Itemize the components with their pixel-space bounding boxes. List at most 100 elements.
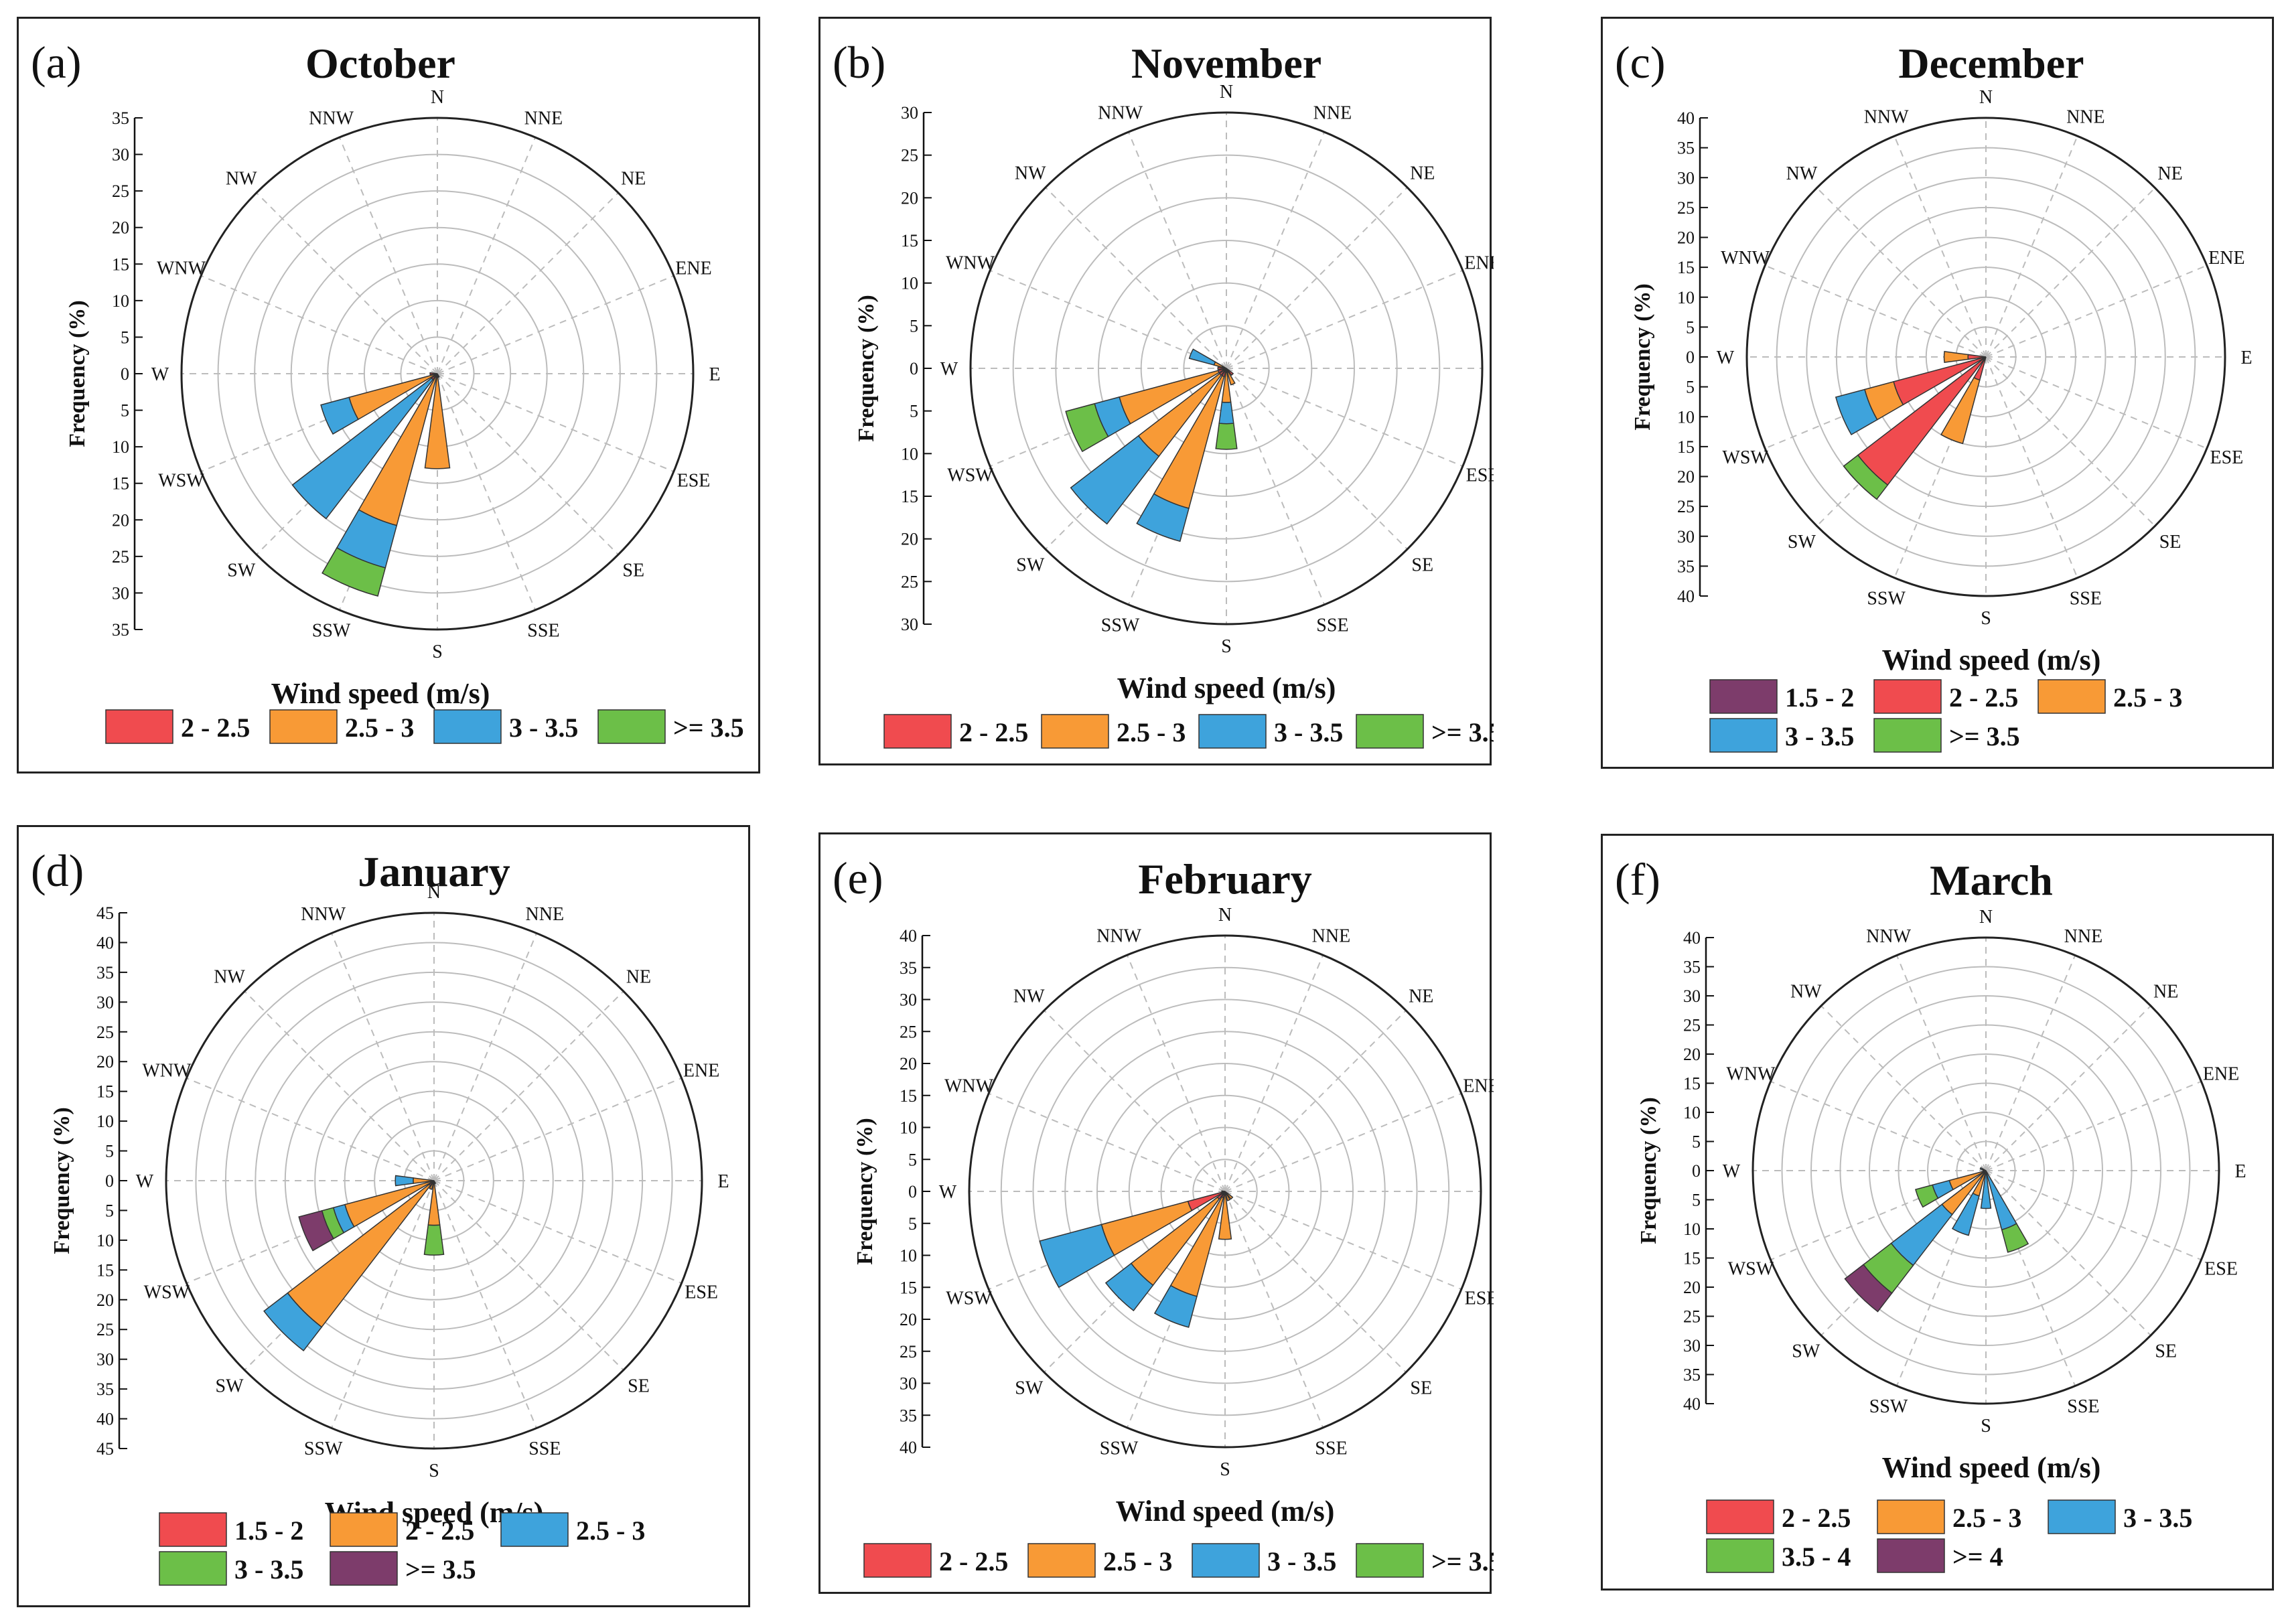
direction-label: NNW [1096,926,1141,947]
wind-rose-march: (f) March N NNE NE ENE E ESE SE SSE S SSW SW WSW W WNW N… [1615,854,2246,1573]
panel-march: (f) March N NNE NE ENE E ESE SE SSE S SSW SW WSW W WNW N… [1601,834,2274,1591]
legend-swatch [105,709,173,744]
frequency-tick-label: 0 [105,1171,114,1191]
frequency-tick-label: 25 [96,1320,114,1339]
grid-spoke [1224,1191,1462,1290]
legend-label: 1.5 - 2 [1785,682,1854,713]
direction-label: WNW [1721,248,1770,269]
frequency-tick-label: 30 [1683,986,1701,1006]
grid-spoke [256,192,438,374]
frequency-tick-label: 15 [901,231,918,250]
rose-bar-wsw [1065,402,1109,453]
rose-bar-ssw [429,1182,434,1190]
frequency-tick-label: 15 [112,474,129,494]
frequency-tick-label: 40 [1677,587,1695,606]
direction-label: NW [1015,163,1046,183]
x-axis-label: Wind speed (m/s) [1882,1451,2101,1484]
legend-label: >= 3.5 [405,1554,476,1584]
direction-label: SW [1788,532,1816,552]
frequency-tick-label: 40 [1683,1394,1701,1414]
legend-label: 3 - 3.5 [1785,721,1854,751]
x-axis-label: Wind speed (m/s) [1882,644,2101,676]
direction-label: NE [1409,986,1433,1007]
direction-label: NNW [1866,926,1911,947]
direction-label: S [1220,1459,1230,1480]
grid-circle [1869,1053,2103,1288]
rose-bar-sse [1226,371,1236,386]
grid-spoke [1985,135,2078,358]
grid-spoke [437,275,674,374]
direction-label: NW [1790,981,1822,1002]
rose-bar-sw [1070,435,1160,525]
grid-spoke [1985,265,2208,358]
legend-label: 3 - 3.5 [1267,1546,1336,1576]
legend-swatch [1192,1543,1260,1578]
outer-circle [180,117,695,631]
grid-spoke [1226,368,1463,467]
direction-label: E [709,364,720,385]
frequency-tick-label: 40 [1683,928,1701,948]
direction-label: ESE [2210,447,2243,468]
grid-spoke [1985,1170,2151,1336]
direction-label: SE [2155,1341,2177,1362]
frequency-tick-label: 15 [1683,1074,1701,1094]
grid-spoke [1224,1010,1407,1192]
direction-label: SE [628,1376,650,1396]
rose-bar-sw [263,1292,323,1351]
direction-label: NE [621,168,646,189]
frequency-tick-label: 20 [901,188,918,208]
rose-bar-s [1980,1173,1992,1209]
direction-label: NW [214,967,245,988]
direction-label: SSE [1315,1438,1347,1459]
legend-swatch [1877,1499,1945,1534]
direction-label: SE [2159,532,2182,552]
direction-label: NNE [1312,926,1351,947]
direction-label: ENE [1464,253,1494,274]
frequency-tick-label: 5 [1692,1191,1701,1210]
grid-spoke [433,990,624,1181]
legend-swatch [1706,1538,1774,1573]
frequency-tick-label: 40 [96,1410,114,1429]
frequency-tick-label: 30 [96,1350,114,1370]
legend-label: >= 3.5 [673,713,744,743]
panel-november: (b)NovemberNNNENEENEEESESESSESSSWSWWSWWW… [818,17,1494,765]
grid-spoke [437,373,674,473]
grid-spoke [437,373,619,555]
frequency-tick-label: 35 [1683,958,1701,977]
legend-swatch [883,714,952,749]
direction-label: N [1218,905,1232,926]
rose-bar-sse [1225,1193,1231,1201]
direction-label: SE [1410,1378,1432,1399]
frequency-tick-label: 25 [901,146,918,165]
frequency-tick-label: 10 [1677,288,1695,307]
frequency-tick-label: 15 [1683,1249,1701,1268]
frequency-tick-label: 10 [112,291,129,311]
grid-spoke [433,1180,682,1284]
y-axis-label: Frequency (%) [65,300,90,447]
frequency-tick-label: 30 [901,103,918,123]
grid-spoke [200,275,438,374]
legend-swatch [159,1512,227,1547]
direction-label: ESE [1466,465,1494,486]
frequency-tick-label: 15 [900,1278,917,1297]
frequency-tick-label: 40 [1677,108,1695,128]
legend-swatch [500,1512,569,1547]
frequency-tick-label: 5 [105,1201,114,1220]
rose-bar-wsw [320,396,359,435]
grid-spoke [1224,954,1324,1192]
direction-label: NNE [524,108,563,129]
frequency-tick-label: 10 [1677,407,1695,427]
rose-bar-wnw [1979,1167,1987,1171]
rose-bar-s [1215,423,1238,450]
legend-label: 1.5 - 2 [234,1516,303,1546]
legend-label: 3 - 3.5 [1274,717,1343,747]
legend-label: 2 - 2.5 [1782,1503,1851,1533]
direction-label: NW [1786,163,1818,184]
legend-swatch [330,1551,398,1586]
rose-bar-wsw [1915,1184,1939,1208]
rose-bar-s [424,376,451,469]
legend-label: >= 3.5 [1431,1546,1494,1576]
grid-circle [255,1001,614,1360]
frequency-tick-label: 35 [1683,1365,1701,1385]
direction-label: SW [1792,1341,1820,1362]
